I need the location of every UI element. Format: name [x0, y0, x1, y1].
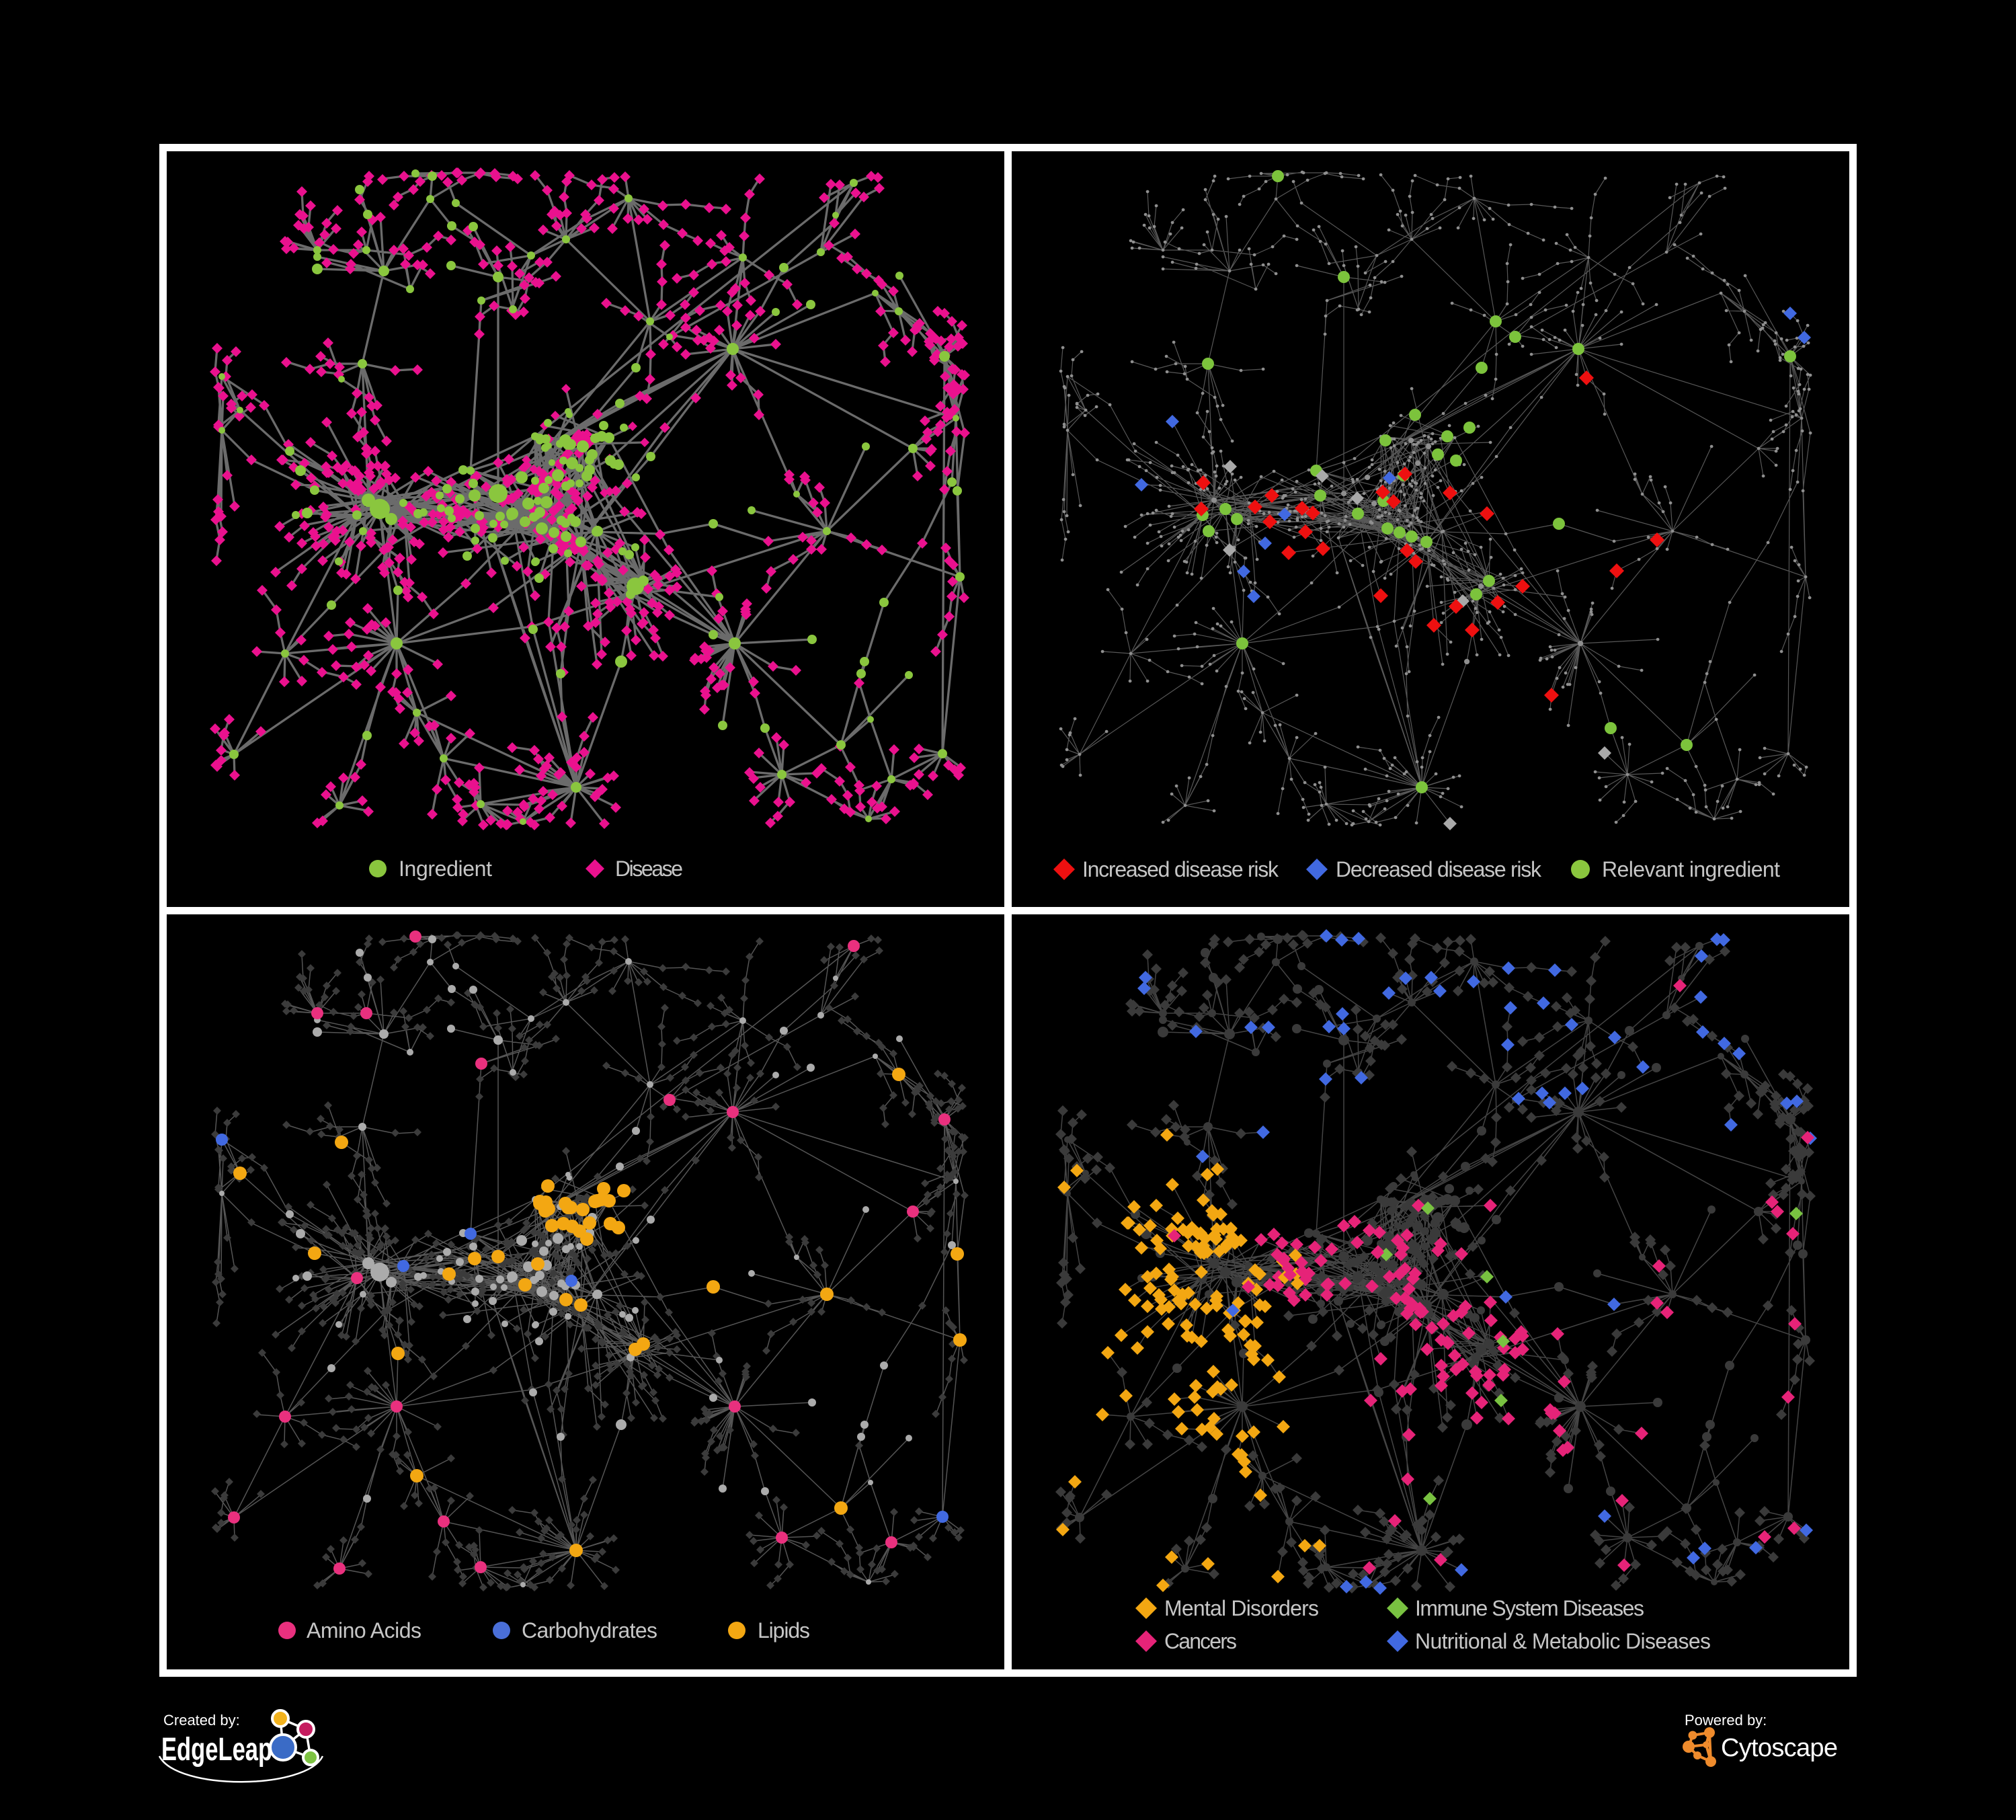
svg-text:Cytoscape: Cytoscape	[1721, 1734, 1838, 1762]
svg-text:Mental Disorders: Mental Disorders	[1164, 1596, 1319, 1620]
svg-text:Immune System Diseases: Immune System Diseases	[1415, 1596, 1644, 1620]
svg-text:Amino Acids: Amino Acids	[307, 1618, 421, 1643]
svg-text:Lipids: Lipids	[758, 1618, 810, 1643]
svg-text:Carbohydrates: Carbohydrates	[522, 1618, 657, 1643]
svg-text:Cancers: Cancers	[1164, 1629, 1237, 1653]
svg-text:Created by:: Created by:	[163, 1712, 240, 1729]
svg-text:Disease: Disease	[615, 857, 683, 881]
svg-text:Nutritional & Metabolic Diseas: Nutritional & Metabolic Diseases	[1415, 1629, 1711, 1653]
svg-text:Decreased disease risk: Decreased disease risk	[1336, 857, 1542, 881]
svg-text:Powered by:: Powered by:	[1685, 1712, 1767, 1729]
svg-text:Increased disease risk: Increased disease risk	[1082, 857, 1279, 881]
svg-text:Ingredient: Ingredient	[399, 857, 492, 881]
svg-text:EdgeLeap: EdgeLeap	[161, 1731, 272, 1767]
svg-text:Relevant ingredient: Relevant ingredient	[1602, 857, 1780, 881]
